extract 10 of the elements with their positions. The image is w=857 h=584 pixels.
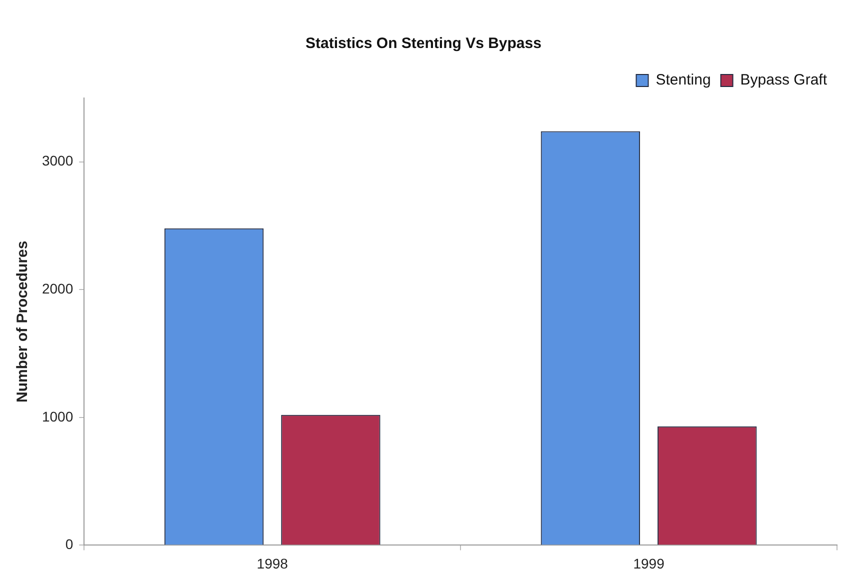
x-tick-label: 1998 xyxy=(256,555,288,572)
legend-label: Stenting xyxy=(656,72,711,89)
legend-label: Bypass Graft xyxy=(740,72,828,89)
y-tick-label: 3000 xyxy=(42,152,74,169)
y-tick-label: 2000 xyxy=(42,280,74,297)
chart-title: Statistics On Stenting Vs Bypass xyxy=(306,35,542,52)
y-tick-label: 0 xyxy=(65,536,74,552)
x-tick-label: 1999 xyxy=(633,555,665,572)
y-axis-title: Number of Procedures xyxy=(14,240,32,402)
y-tick-label: 1000 xyxy=(42,408,74,424)
